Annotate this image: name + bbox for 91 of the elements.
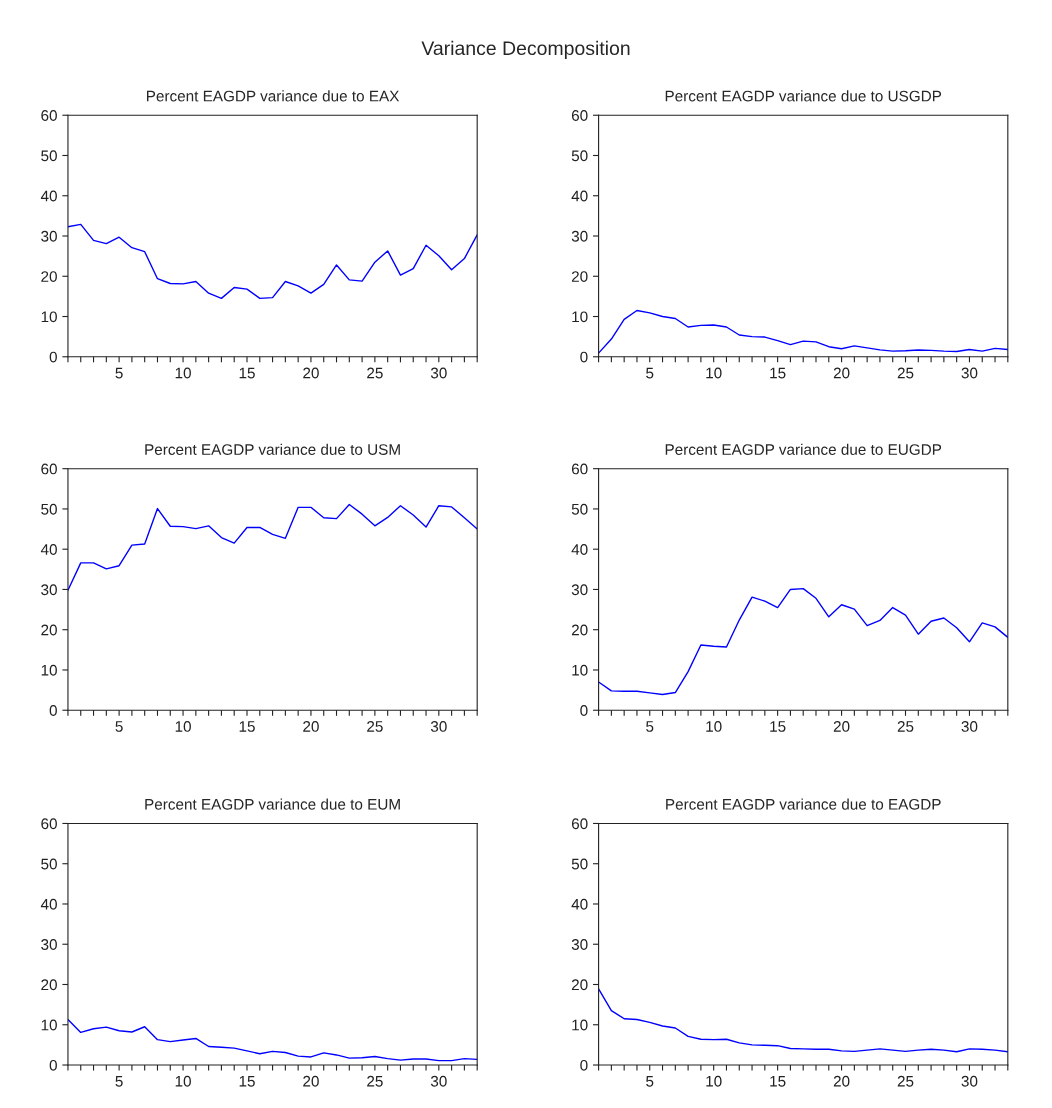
y-tick-label: 50 (571, 150, 588, 162)
y-tick-label: 60 (41, 110, 57, 121)
x-tick-label: 30 (961, 721, 978, 732)
line-series (598, 309, 1008, 354)
x-tick-label: 25 (367, 721, 383, 732)
line-series (598, 988, 1008, 1053)
y-tick-label: 30 (571, 584, 588, 596)
y-tick-label: 40 (40, 898, 57, 910)
x-tick-label: 20 (303, 1075, 319, 1087)
y-tick-label: 60 (571, 818, 588, 830)
y-tick-label: 40 (40, 544, 57, 555)
x-tick-label: 20 (303, 367, 319, 379)
x-tick-label: 30 (961, 367, 978, 379)
x-tick-label: 30 (430, 1075, 447, 1087)
y-tick-label: 0 (49, 351, 57, 363)
text: Variance Decomposition (421, 40, 630, 59)
y-tick-label: 30 (571, 939, 588, 950)
y-tick-label: 10 (572, 664, 588, 676)
x-tick-label: 10 (706, 721, 722, 732)
x-tick-label: 15 (770, 367, 786, 379)
y-tick-label: 0 (580, 351, 588, 363)
y-tick-label: 40 (571, 544, 588, 555)
x-tick-label: 30 (430, 721, 447, 732)
x-tick-label: 15 (770, 1075, 786, 1087)
y-tick-label: 10 (572, 311, 588, 323)
x-tick-label: 15 (770, 721, 786, 732)
y-tick-label: 0 (580, 705, 588, 716)
y-tick-label: 10 (572, 1019, 588, 1031)
y-tick-label: 0 (49, 705, 57, 716)
y-tick-label: 50 (41, 858, 57, 870)
x-tick-label: 5 (646, 1075, 654, 1087)
y-tick-label: 10 (41, 311, 57, 323)
x-tick-label: 25 (897, 721, 914, 732)
x-tick-label: 10 (706, 1075, 722, 1087)
y-tick-label: 60 (571, 110, 588, 121)
x-tick-label: 30 (430, 367, 447, 379)
y-tick-label: 60 (41, 818, 57, 830)
x-tick-label: 10 (706, 367, 722, 379)
y-tick-label: 60 (41, 463, 57, 475)
y-tick-label: 20 (41, 624, 57, 636)
y-tick-label: 20 (571, 271, 588, 282)
x-tick-label: 5 (646, 721, 654, 732)
y-tick-label: 50 (571, 858, 588, 870)
line-series (67, 503, 478, 591)
y-tick-label: 20 (571, 979, 588, 991)
y-tick-label: 30 (571, 230, 588, 242)
chart-title: Percent EAGDP variance due to EUM (145, 798, 400, 810)
y-tick-label: 10 (41, 1019, 57, 1031)
chart-title: Percent EAGDP variance due to EAX (147, 90, 400, 102)
x-tick-label: 25 (897, 367, 914, 379)
line-series (598, 587, 1008, 696)
y-tick-label: 30 (41, 939, 57, 950)
y-tick-label: 20 (41, 979, 57, 991)
x-tick-label: 30 (961, 1075, 978, 1087)
y-tick-label: 20 (571, 624, 588, 636)
x-tick-label: 10 (175, 1075, 191, 1087)
x-tick-label: 20 (833, 721, 850, 732)
x-tick-label: 5 (646, 367, 654, 379)
x-tick-label: 10 (175, 721, 191, 732)
x-tick-label: 15 (239, 367, 255, 379)
y-tick-label: 60 (571, 463, 588, 475)
line-series (67, 1018, 478, 1062)
y-tick-label: 40 (40, 190, 57, 202)
chart-title: Percent EAGDP variance due to USGDP (665, 90, 942, 102)
y-tick-label: 50 (571, 503, 588, 515)
y-tick-label: 10 (41, 664, 57, 676)
x-tick-label: 15 (239, 721, 255, 732)
chart-title: Percent EAGDP variance due to EUGDP (665, 443, 942, 455)
y-tick-label: 40 (571, 898, 588, 910)
y-tick-label: 0 (580, 1059, 588, 1071)
x-tick-label: 20 (833, 367, 850, 379)
x-tick-label: 25 (897, 1075, 914, 1087)
y-tick-label: 20 (41, 271, 57, 282)
y-tick-label: 50 (41, 150, 57, 162)
x-tick-label: 15 (239, 1075, 255, 1087)
chart-title: Percent EAGDP variance due to USM (145, 443, 400, 455)
x-tick-label: 5 (115, 721, 123, 732)
x-tick-label: 5 (115, 367, 123, 379)
x-tick-label: 5 (115, 1075, 123, 1087)
y-tick-label: 30 (41, 584, 57, 596)
y-tick-label: 30 (41, 230, 57, 242)
x-tick-label: 25 (367, 367, 383, 379)
x-tick-label: 10 (175, 367, 191, 379)
chart-title: Percent EAGDP variance due to EAGDP (666, 798, 941, 810)
y-tick-label: 50 (41, 503, 57, 515)
x-tick-label: 20 (833, 1075, 850, 1087)
y-tick-label: 0 (49, 1059, 57, 1071)
y-tick-label: 40 (571, 190, 588, 202)
x-tick-label: 20 (303, 721, 319, 732)
line-series (67, 223, 478, 300)
x-tick-label: 25 (367, 1075, 383, 1087)
